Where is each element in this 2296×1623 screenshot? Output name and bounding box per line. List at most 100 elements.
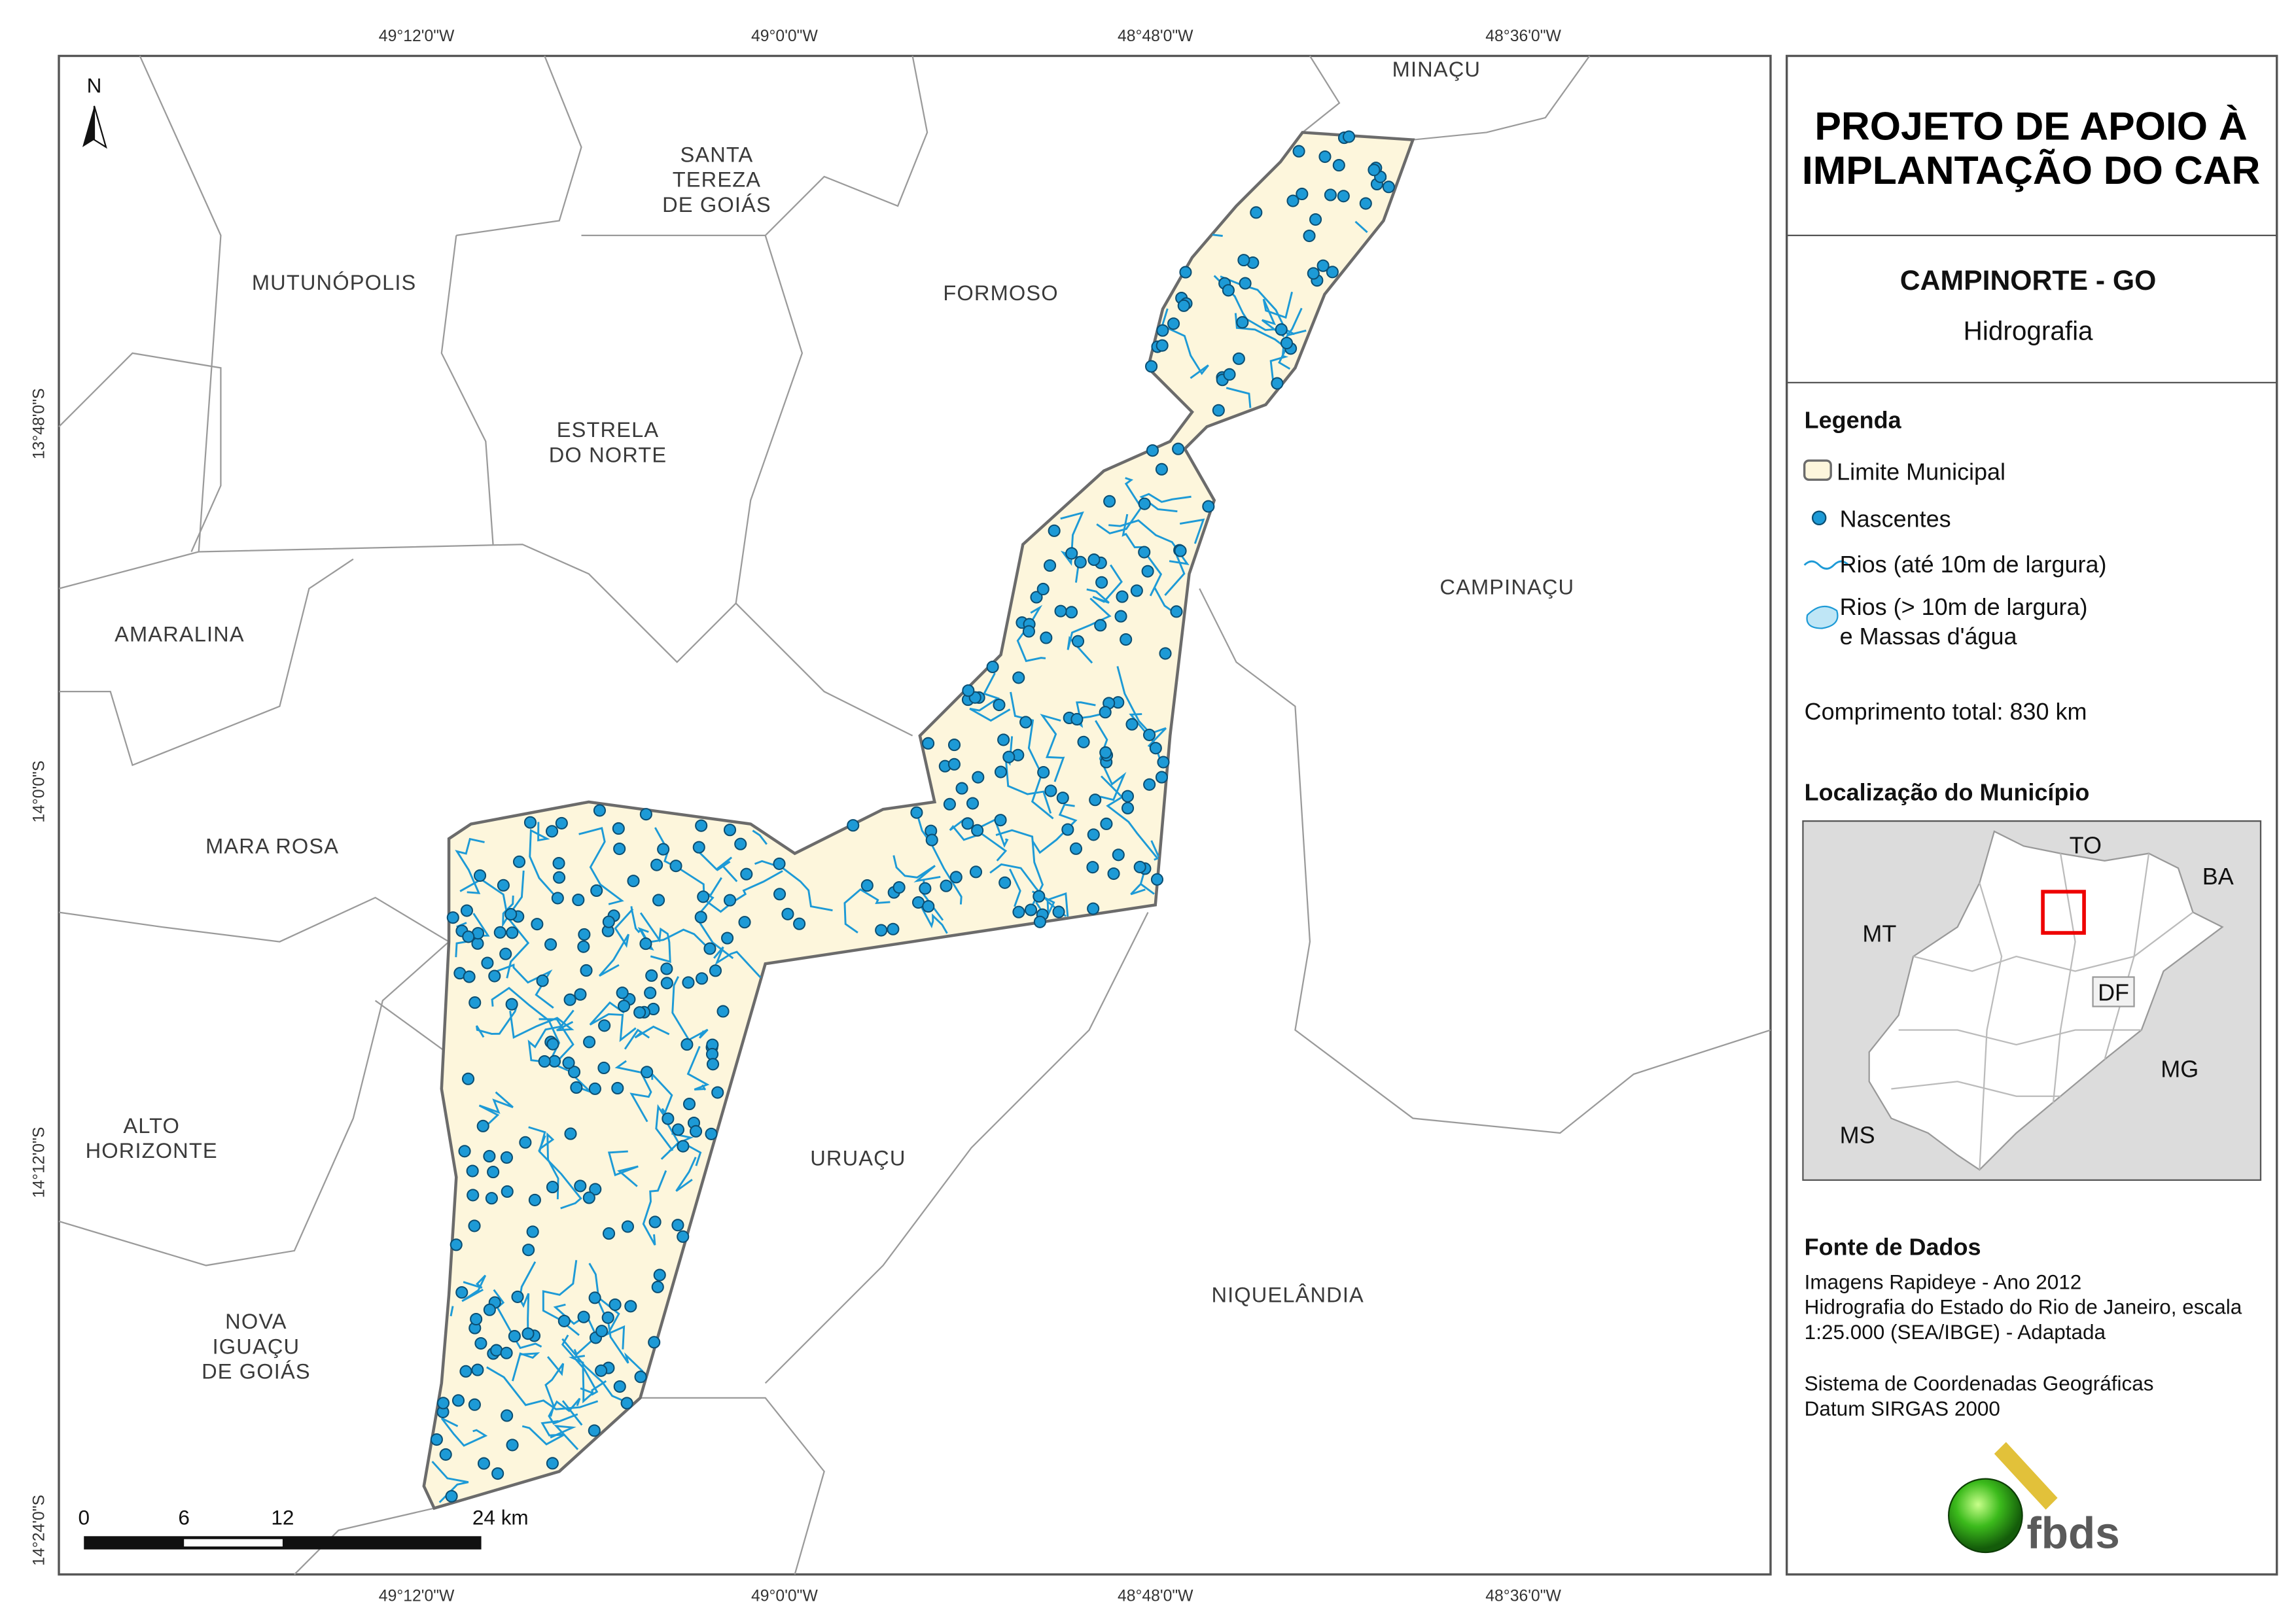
spring (1138, 497, 1151, 510)
river (588, 1263, 626, 1350)
spring (572, 894, 585, 907)
total-length: Comprimento total: 830 km (1805, 698, 2087, 725)
inset-label: MS (1840, 1122, 1875, 1149)
spring (1012, 905, 1025, 918)
legend-item: Nascentes (1840, 505, 1951, 532)
river (527, 1009, 574, 1064)
scale-label: 24 km (472, 1505, 529, 1529)
spring (1043, 559, 1057, 572)
spring (446, 911, 459, 924)
spring (657, 843, 670, 856)
river (995, 829, 1044, 913)
spring (450, 1238, 463, 1251)
spring (639, 937, 652, 951)
spring (1061, 823, 1074, 836)
place-label: NOVA (225, 1309, 287, 1333)
spring (1156, 324, 1169, 337)
coordinate-labels: 49°12'0"W 49°0'0"W 48°48'0"W 48°36'0"W 4… (31, 27, 1562, 1605)
north-label: N (87, 74, 102, 97)
spring (577, 1310, 590, 1323)
spring (546, 1181, 559, 1194)
spring (692, 841, 705, 854)
spring (436, 1397, 450, 1410)
spring (468, 1219, 481, 1232)
spring (551, 892, 564, 905)
river (1031, 803, 1078, 854)
lon-label: 49°12'0"W (379, 1587, 455, 1605)
spring (1019, 716, 1033, 729)
spring (1149, 742, 1162, 755)
river (544, 1355, 565, 1417)
spring (488, 969, 501, 983)
spring (723, 894, 737, 907)
river (1179, 518, 1205, 544)
spring (1337, 190, 1350, 203)
spring (660, 977, 673, 990)
spring (1382, 181, 1395, 194)
lat-label: 13°48'0"S (31, 388, 48, 459)
inset-label: BA (2202, 863, 2234, 890)
spring (940, 879, 953, 892)
panel-border (1786, 54, 2278, 1576)
river (754, 860, 833, 912)
spring (1100, 817, 1113, 830)
spring (612, 822, 625, 835)
spring (793, 917, 806, 930)
spring (476, 1119, 489, 1132)
spring (706, 1058, 720, 1071)
spring (467, 1189, 480, 1202)
scale-bar-white (184, 1539, 283, 1547)
spring (468, 1398, 481, 1411)
river (1086, 564, 1123, 604)
springs (430, 130, 1395, 1503)
spring (490, 1344, 503, 1357)
spring (588, 1424, 601, 1437)
spring (624, 1300, 637, 1313)
spring (1036, 582, 1050, 596)
river (713, 946, 762, 979)
spring (925, 833, 938, 846)
river (589, 1001, 637, 1042)
spring (682, 976, 695, 989)
spring (620, 1397, 633, 1410)
boundary (440, 235, 494, 545)
river (614, 1060, 652, 1123)
river (1261, 291, 1294, 338)
municipality: CAMPINORTE - GO (1900, 265, 2157, 296)
logo-text: fbds (2026, 1509, 2119, 1558)
spring (460, 904, 474, 917)
spring (723, 824, 737, 837)
spring (971, 824, 984, 837)
spring (588, 1082, 601, 1095)
spring (986, 660, 999, 674)
scale-bar: 0 6 12 24 km (78, 1505, 529, 1550)
theme: Hidrografia (1964, 316, 2093, 346)
spring (562, 1056, 575, 1070)
rivers (431, 166, 1387, 1503)
river (699, 852, 738, 882)
river (1212, 234, 1223, 237)
river (548, 1397, 581, 1425)
spring (595, 1364, 608, 1377)
legend-symbol-river (1803, 560, 1850, 570)
spring (557, 1314, 571, 1327)
sources-line: Imagens Rapideye - Ano 2012 (1805, 1270, 2082, 1293)
legend-symbol-boundary (1803, 459, 1832, 481)
spring (1130, 584, 1143, 597)
spring (669, 860, 682, 873)
spring (1156, 339, 1169, 352)
spring (860, 879, 874, 892)
river (949, 818, 1008, 862)
spring (597, 1061, 610, 1075)
spring (1359, 197, 1372, 210)
river (1234, 313, 1291, 370)
spring (523, 816, 537, 829)
spring (1222, 284, 1235, 297)
spring (1069, 842, 1083, 855)
spring (1087, 828, 1100, 841)
spring (696, 972, 709, 985)
spring (671, 1123, 685, 1136)
river (461, 1274, 487, 1302)
river (512, 1352, 540, 1382)
